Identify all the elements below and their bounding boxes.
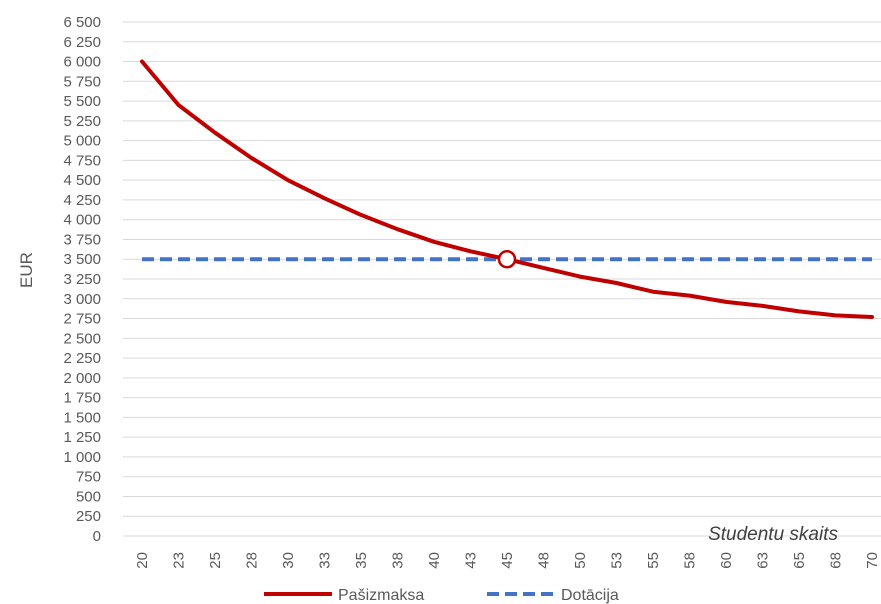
- y-axis-label: EUR: [17, 252, 36, 288]
- x-tick-label: 33: [317, 552, 334, 569]
- intersection-marker: [497, 249, 517, 269]
- x-axis-ticks: 20 23 25 28 30 33 35 38 40 43 45 48 50 53 55 58 60 63 65 68…: [134, 552, 881, 569]
- annotation-layer: [497, 249, 517, 269]
- y-tick-label: 4 750: [63, 152, 101, 169]
- y-tick-label: 6 250: [63, 34, 101, 51]
- x-tick-label: 60: [718, 552, 735, 569]
- x-tick-label: 35: [353, 552, 370, 569]
- y-tick-label: 1 000: [63, 449, 101, 466]
- x-tick-label: 70: [864, 552, 881, 569]
- y-tick-label: 750: [76, 469, 101, 486]
- x-tick-label: 48: [536, 552, 553, 569]
- y-tick-label: 6 000: [63, 54, 101, 71]
- y-tick-label: 3 250: [63, 271, 101, 288]
- y-axis-ticks: 0 250 500 750 1 000 1 250 1 500 1 750 2 000 2 250…: [63, 14, 101, 545]
- y-tick-label: 3 500: [63, 251, 101, 268]
- y-tick-label: 6 500: [63, 14, 101, 31]
- y-tick-label: 4 250: [63, 192, 101, 209]
- x-tick-label: 55: [645, 552, 662, 569]
- legend: Pašizmaksa Dotācija: [264, 587, 619, 604]
- x-tick-label: 25: [207, 552, 224, 569]
- y-tick-label: 5 250: [63, 113, 101, 130]
- x-tick-label: 68: [828, 552, 845, 569]
- x-tick-label: 50: [572, 552, 589, 569]
- y-tick-label: 2 500: [63, 330, 101, 347]
- x-tick-label: 65: [791, 552, 808, 569]
- x-tick-label: 38: [390, 552, 407, 569]
- x-tick-label: 30: [280, 552, 297, 569]
- y-tick-label: 4 000: [63, 212, 101, 229]
- x-axis-label: Studentu skaits: [708, 524, 838, 545]
- y-tick-label: 5 750: [63, 73, 101, 90]
- y-tick-label: 1 750: [63, 390, 101, 407]
- x-tick-label: 45: [499, 552, 516, 569]
- gridlines: [123, 21, 881, 537]
- y-tick-label: 5 000: [63, 133, 101, 150]
- y-tick-label: 5 500: [63, 93, 101, 110]
- x-tick-label: 20: [134, 552, 151, 569]
- x-tick-label: 23: [171, 552, 188, 569]
- y-tick-label: 2 750: [63, 311, 101, 328]
- legend-label-dotacija: Dotācija: [561, 587, 619, 604]
- y-tick-label: 4 500: [63, 172, 101, 189]
- y-tick-label: 250: [76, 508, 101, 525]
- x-tick-label: 63: [755, 552, 772, 569]
- legend-label-pasizmaksa: Pašizmaksa: [338, 587, 424, 604]
- y-tick-label: 2 250: [63, 350, 101, 367]
- x-tick-label: 43: [463, 552, 480, 569]
- x-tick-label: 28: [244, 552, 261, 569]
- y-tick-label: 500: [76, 488, 101, 505]
- x-tick-label: 58: [682, 552, 699, 569]
- y-tick-label: 1 250: [63, 429, 101, 446]
- y-tick-label: 3 750: [63, 231, 101, 248]
- x-tick-label: 53: [609, 552, 626, 569]
- y-tick-label: 3 000: [63, 291, 101, 308]
- y-tick-label: 0: [93, 528, 101, 545]
- y-tick-label: 2 000: [63, 370, 101, 387]
- x-tick-label: 40: [426, 552, 443, 569]
- y-tick-label: 1 500: [63, 409, 101, 426]
